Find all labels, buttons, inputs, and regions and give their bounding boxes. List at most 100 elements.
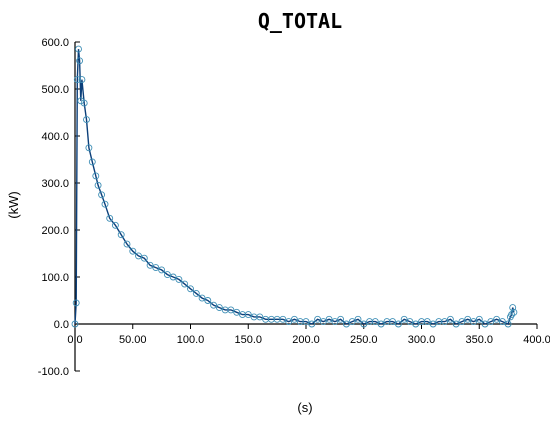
data-point — [412, 320, 420, 328]
data-point — [279, 315, 287, 323]
data-point — [510, 308, 518, 316]
data-point — [319, 318, 327, 326]
data-point — [446, 315, 454, 323]
data-point — [152, 264, 160, 272]
data-point — [244, 311, 252, 319]
data-point — [377, 320, 385, 328]
data-point — [71, 320, 79, 328]
data-point — [337, 315, 345, 323]
data-point — [123, 240, 131, 248]
x-tick-label: 150.0 — [234, 334, 262, 346]
data-point — [475, 315, 483, 323]
data-point — [101, 200, 109, 208]
y-tick-label: 300.0 — [41, 178, 69, 190]
data-point — [158, 266, 166, 274]
data-point — [509, 304, 517, 312]
data-point — [423, 318, 431, 326]
data-point — [75, 45, 82, 53]
data-point — [481, 320, 489, 328]
data-point — [72, 299, 80, 307]
data-point — [348, 318, 356, 326]
data-point — [169, 273, 177, 281]
data-point — [83, 116, 90, 124]
y-tick-label: 400.0 — [41, 131, 69, 143]
y-tick-label: 200.0 — [41, 225, 69, 237]
data-point — [314, 315, 322, 323]
data-point — [78, 76, 86, 84]
data-point — [187, 285, 194, 293]
data-point — [354, 315, 362, 323]
y-tick-label: -100.0 — [38, 366, 69, 378]
data-point — [198, 294, 206, 302]
data-point — [406, 318, 414, 326]
x-tick-label: 200.0 — [292, 334, 320, 346]
data-point — [204, 297, 212, 304]
data-point — [452, 320, 460, 328]
data-point — [94, 181, 102, 189]
data-point — [429, 320, 437, 328]
series-line — [74, 49, 515, 325]
data-point — [325, 315, 333, 323]
x-tick-label: 250.0 — [350, 334, 378, 346]
data-point — [493, 315, 501, 323]
data-point — [85, 144, 93, 152]
data-point — [98, 191, 106, 199]
data-point — [256, 313, 264, 321]
data-point — [192, 289, 200, 297]
y-tick-label: 0.0 — [54, 319, 69, 331]
data-point — [88, 158, 96, 166]
data-point — [285, 318, 293, 326]
y-tick-label: 500.0 — [41, 84, 69, 96]
data-point — [400, 315, 408, 323]
data-point — [470, 318, 477, 326]
x-tick-label: 350.0 — [465, 334, 493, 346]
chart-title: Q_TOTAL — [258, 9, 342, 33]
x-tick-label: 0.0 — [67, 334, 82, 346]
x-tick-label: 100.0 — [177, 334, 205, 346]
data-point — [181, 280, 189, 288]
series-layer — [71, 45, 518, 328]
data-point — [80, 99, 88, 107]
x-tick-label: 50.00 — [119, 334, 147, 346]
data-point — [233, 308, 241, 316]
data-point — [146, 261, 154, 269]
data-point — [140, 254, 148, 262]
x-axis-label: (s) — [297, 400, 312, 415]
data-point — [77, 97, 85, 105]
axes: 0.0 50.00 100.0 150.0 200.0 250.0 300.0 350.0 40… — [38, 37, 550, 378]
data-point — [504, 320, 512, 328]
data-point — [302, 318, 310, 326]
data-point — [441, 318, 449, 326]
data-point — [342, 320, 350, 328]
data-point — [215, 304, 223, 312]
y-axis-label: (kW) — [6, 191, 21, 218]
data-point — [508, 311, 516, 319]
data-point — [106, 214, 114, 222]
y-tick-label: 100.0 — [41, 272, 69, 284]
data-point — [92, 172, 100, 180]
data-point — [498, 318, 506, 326]
y-tick-label: 600.0 — [41, 37, 69, 49]
data-point — [210, 301, 218, 309]
data-point — [290, 315, 298, 323]
data-point — [227, 306, 235, 314]
data-point — [175, 275, 183, 283]
data-point — [458, 318, 466, 326]
data-point — [371, 318, 379, 326]
data-point — [163, 271, 171, 279]
data-point — [73, 76, 81, 84]
data-point — [360, 320, 368, 328]
data-point — [129, 247, 137, 255]
data-point — [389, 318, 397, 326]
data-point — [464, 315, 472, 323]
data-point — [111, 221, 119, 229]
data-point — [487, 318, 495, 326]
data-point — [117, 231, 125, 239]
data-point — [331, 318, 339, 326]
data-point — [135, 252, 142, 260]
x-tick-label: 400.0 — [523, 334, 550, 346]
data-point — [394, 320, 402, 328]
data-point — [308, 320, 316, 328]
data-point — [76, 57, 84, 65]
